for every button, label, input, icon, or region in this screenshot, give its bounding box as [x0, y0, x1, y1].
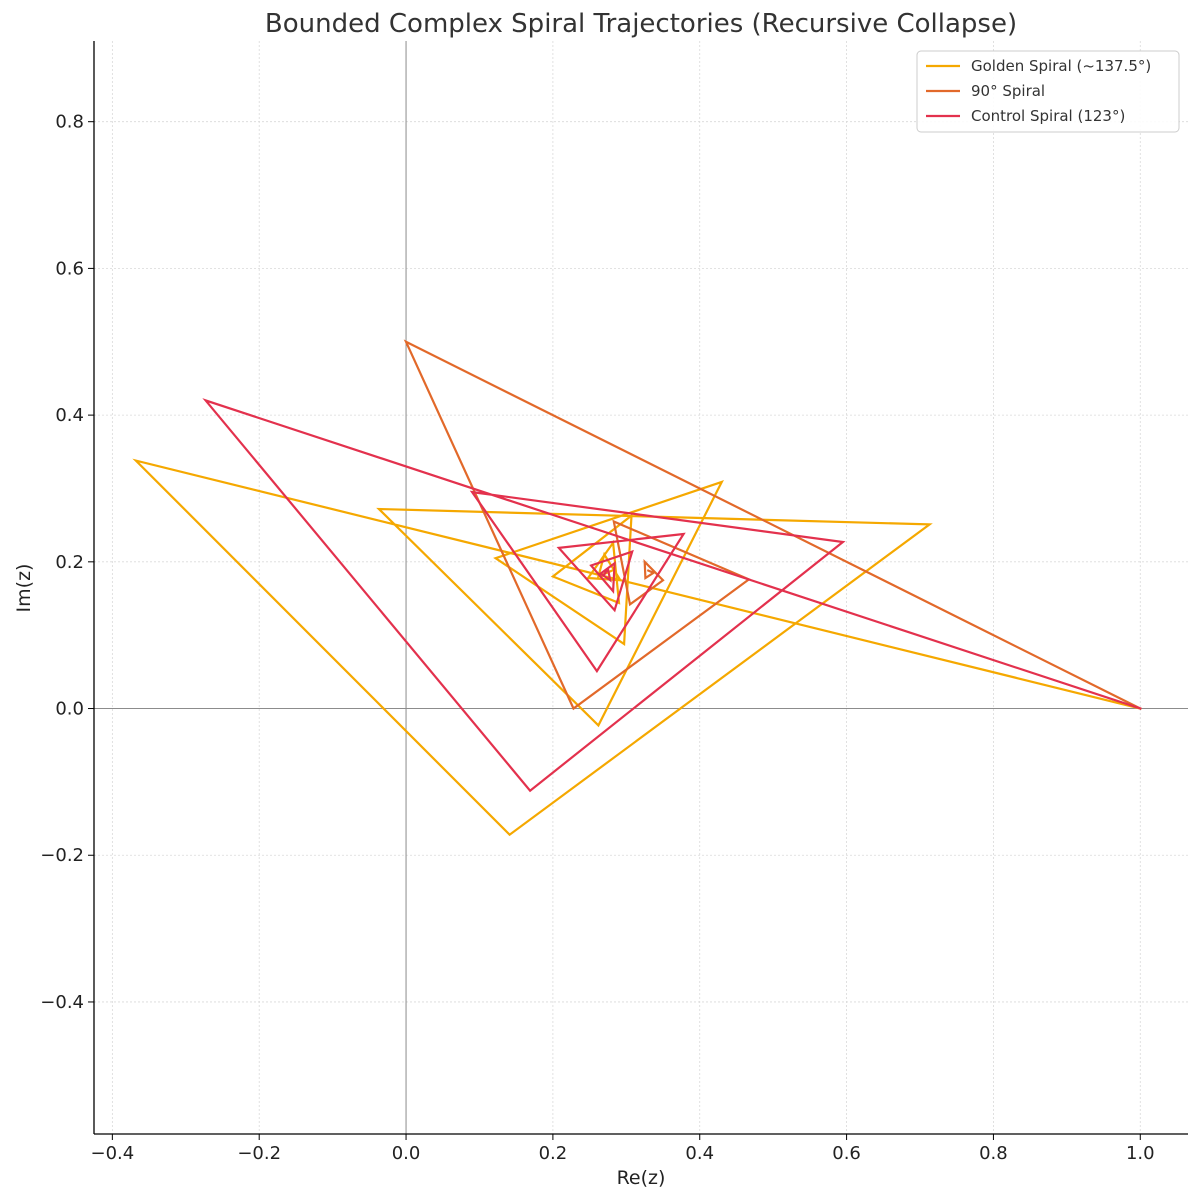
legend: Golden Spiral (~137.5°) 90° Spiral Control…: [916, 50, 1180, 133]
y-tick-label: −0.2: [40, 845, 84, 866]
axes: [93, 41, 1188, 1135]
legend-label: Golden Spiral (~137.5°): [971, 57, 1151, 75]
legend-label: 90° Spiral: [971, 82, 1045, 100]
y-tick-label: 0.4: [55, 405, 84, 426]
x-axis-label: Re(z): [617, 1167, 666, 1189]
legend-box: [916, 50, 1180, 133]
x-tick-label: 0.2: [539, 1143, 568, 1164]
series-group: [132, 339, 1142, 837]
zero-lines: [94, 41, 1188, 1134]
y-tick-label: −0.4: [40, 992, 84, 1013]
y-tick-label: 0.0: [55, 699, 84, 720]
x-tick-label: 0.0: [392, 1143, 421, 1164]
ticks: −0.4 −0.2 0.0 0.2 0.4 0.6 0.8 1.0 −0.4 −0.2 0.0 0.2…: [40, 112, 1154, 1164]
x-tick-label: 1.0: [1126, 1143, 1155, 1164]
x-tick-label: 0.4: [685, 1143, 714, 1164]
series-line-0: [132, 458, 1142, 837]
grid: [94, 41, 1188, 1134]
y-axis-label: Im(z): [13, 564, 35, 613]
y-tick-label: 0.8: [55, 112, 84, 133]
y-tick-label: 0.2: [55, 552, 84, 573]
x-tick-label: 0.6: [832, 1143, 861, 1164]
chart-title: Bounded Complex Spiral Trajectories (Rec…: [265, 9, 1017, 39]
x-tick-label: 0.8: [979, 1143, 1008, 1164]
legend-label: Control Spiral (123°): [971, 107, 1125, 125]
y-tick-label: 0.6: [55, 258, 84, 279]
series-line-1: [403, 339, 1142, 711]
series-line-2: [202, 398, 1142, 793]
x-tick-label: −0.2: [237, 1143, 281, 1164]
x-tick-label: −0.4: [90, 1143, 134, 1164]
